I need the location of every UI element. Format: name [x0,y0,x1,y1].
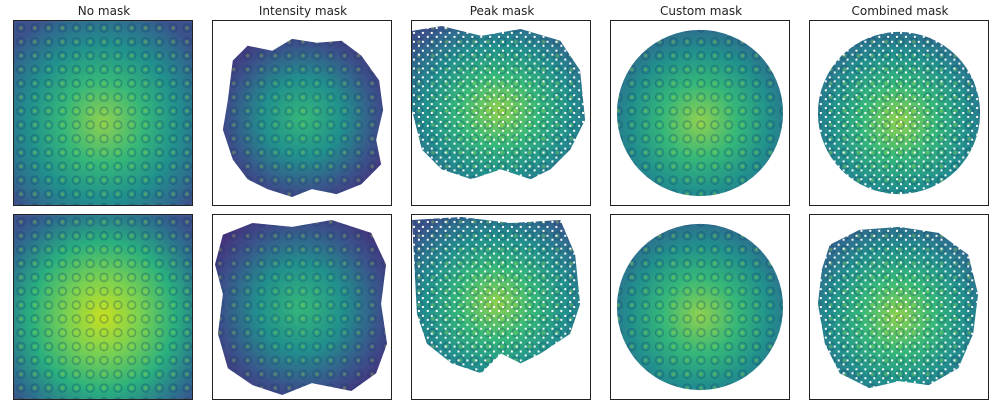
micrograph-image [412,21,590,205]
micrograph-image [616,223,784,391]
micrograph-image [14,215,192,399]
column-title-intensity-mask: Intensity mask [258,4,348,18]
column-title-combined-mask: Combined mask [851,4,949,18]
micrograph-image [810,21,988,205]
micrograph-image [616,29,784,197]
image-panel-row2-peak-mask [411,214,591,400]
image-panel-row1-peak-mask [411,20,591,206]
column-title-no-mask: No mask [77,4,131,18]
micrograph-image [14,21,192,205]
image-panel-row2-no-mask [13,214,193,400]
image-panel-row1-custom-mask [610,20,790,206]
micrograph-image [222,38,384,198]
micrograph-image [810,215,988,399]
column-title-peak-mask: Peak mask [469,4,535,18]
micrograph-image [214,219,388,396]
column-title-custom-mask: Custom mask [659,4,743,18]
image-panel-row1-intensity-mask [212,20,392,206]
micrograph-image [412,215,590,399]
image-panel-row1-no-mask [13,20,193,206]
image-panel-row2-intensity-mask [212,214,392,400]
image-panel-row2-custom-mask [610,214,790,400]
image-panel-row1-combined-mask [809,20,989,206]
image-panel-row2-combined-mask [809,214,989,400]
